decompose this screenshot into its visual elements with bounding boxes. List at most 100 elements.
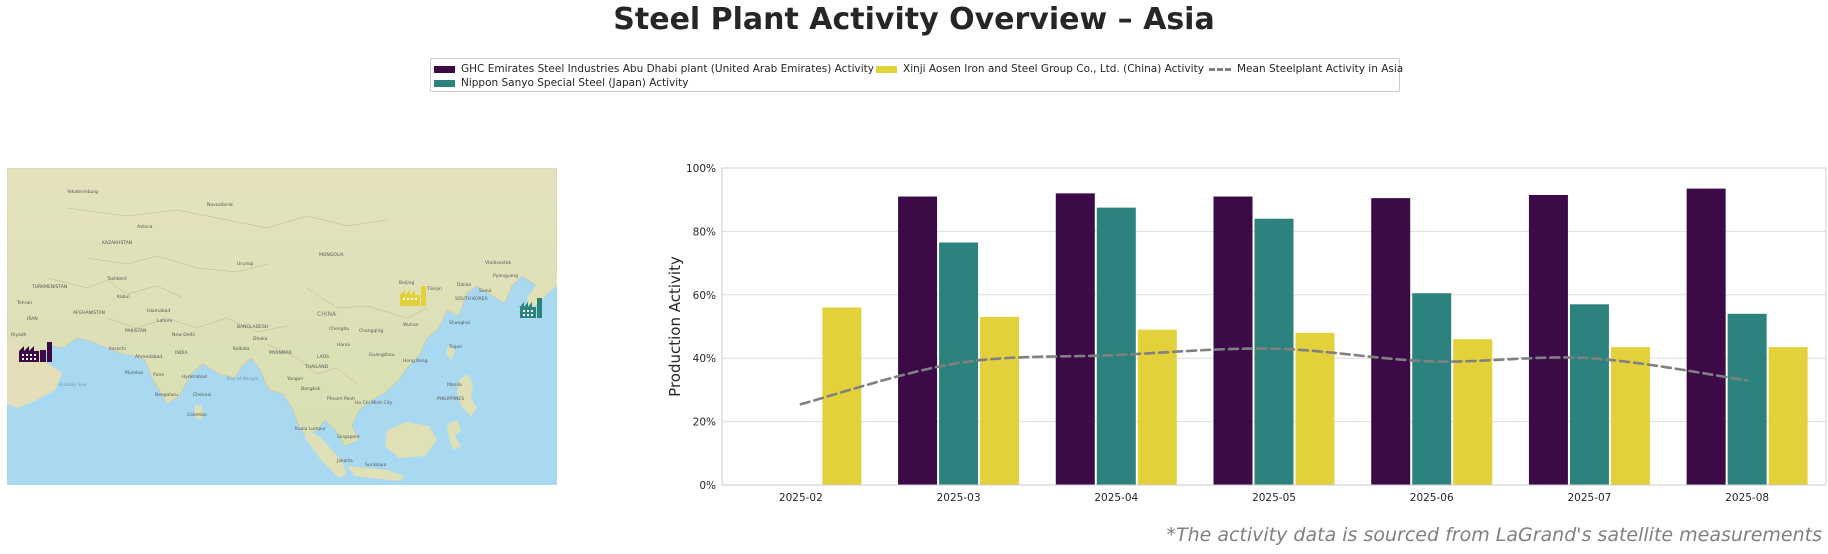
legend-label-xinji: Xinji Aosen Iron and Steel Group Co., Lt… [903, 63, 1204, 75]
factory-icon [400, 286, 426, 306]
axes: 0% 20% 40% 60% 80% 100% 2025-02 2025-03 2025-04 2… [666, 163, 1827, 504]
map-label: Riyadh [11, 332, 27, 338]
map-label: Guangzhou [369, 352, 395, 358]
map-label: TURKMENISTAN [31, 284, 67, 290]
map-label: Phnom Penh [327, 396, 355, 402]
map-label: Kolkata [233, 346, 250, 352]
land-japan [527, 274, 557, 308]
bar [898, 196, 938, 485]
map-label: Mumbai [125, 370, 143, 376]
bar [1412, 293, 1452, 485]
bar [1686, 188, 1726, 486]
map-label: INDIA [175, 350, 188, 356]
map-label: Jakarta [336, 458, 353, 464]
map-label: LAOS [317, 354, 329, 360]
map-label: Tashkent [106, 276, 127, 282]
country-borders [46, 207, 428, 385]
map-label: Shanghai [449, 320, 470, 326]
land-mass [7, 168, 557, 447]
map-label: Colombo [187, 412, 207, 418]
data-source-note: *The activity data is sourced from LaGra… [1166, 524, 1822, 546]
map-label: Wuhan [403, 322, 419, 328]
y-tick-label: 40% [693, 353, 716, 365]
legend-item-mean: Mean Steelplant Activity in Asia [1209, 63, 1403, 75]
land-philippines [457, 374, 477, 416]
map-label: BANGLADESH [237, 324, 268, 330]
x-tick-label: 2025-02 [779, 492, 823, 504]
map-label: Taipei [448, 344, 462, 350]
map-label: Yekaterinburg [66, 189, 98, 195]
map-label: PAKISTAN [125, 328, 146, 334]
map-label: MONGOLIA [319, 252, 345, 258]
x-tick-label: 2025-03 [937, 492, 981, 504]
land-sulawesi [447, 420, 461, 450]
bar [980, 316, 1020, 485]
legend-item-xinji: Xinji Aosen Iron and Steel Group Co., Lt… [876, 63, 1204, 75]
y-tick-label: 100% [686, 163, 716, 175]
map-label: KAZAKHSTAN [102, 240, 132, 246]
legend-label-nippon: Nippon Sanyo Special Steel (Japan) Activ… [461, 77, 689, 89]
x-tick-label: 2025-05 [1252, 492, 1296, 504]
map-label: Ho Chi Minh City [355, 400, 393, 406]
factory-icon [19, 342, 52, 362]
map-label: AFGHANISTAN [73, 310, 105, 316]
bars [822, 188, 1808, 486]
activity-bar-chart: 0% 20% 40% 60% 80% 100% 2025-02 2025-03 2025-04 2… [666, 163, 1827, 504]
map-label: Vladivostok [485, 260, 511, 266]
y-tick-label: 20% [693, 417, 716, 429]
factory-icon [520, 298, 542, 318]
map-label: Bengaluru [155, 392, 178, 398]
map-label: Urumqi [237, 261, 254, 267]
map-label: MYANMAR [269, 350, 292, 356]
legend-swatch-mean [1209, 67, 1231, 71]
map-label: Karachi [109, 346, 126, 352]
y-axis-label: Production Activity [666, 256, 684, 397]
map-label: Hong Kong [403, 358, 428, 364]
bar [1137, 329, 1177, 485]
map-label: Islamabad [147, 308, 170, 314]
map-label: Arabian Sea [59, 382, 86, 388]
map-canvas: Yekaterinburg Novosibirsk Astana KAZAKHS… [7, 168, 557, 485]
legend-item-nippon: Nippon Sanyo Special Steel (Japan) Activ… [434, 77, 688, 89]
map-label: Beijing [399, 280, 414, 286]
map-label: Pyongyang [493, 273, 518, 279]
legend-label-ghc: GHC Emirates Steel Industries Abu Dhabi … [461, 63, 874, 75]
map-label: Manila [447, 382, 462, 388]
land-taiwan [447, 345, 455, 360]
map-label: Bay of Bengal [227, 376, 258, 382]
activity-chart: 0% 20% 40% 60% 80% 100% 2025-02 2025-03 2025-04 2… [640, 160, 1828, 505]
mean-line-layer [799, 347, 1749, 406]
map-label: Chennai [193, 392, 211, 398]
plot-frame [721, 167, 1827, 486]
land-borneo [385, 422, 437, 458]
map-label: Pune [153, 372, 164, 378]
legend-item-ghc: GHC Emirates Steel Industries Abu Dhabi … [434, 63, 874, 75]
map-label: Tehran [16, 300, 32, 306]
mean-activity-line [799, 347, 1749, 406]
map-label: THAILAND [304, 364, 329, 370]
map-label: Singapore [337, 434, 360, 440]
legend-label-mean: Mean Steelplant Activity in Asia [1237, 63, 1404, 75]
map-label: Tianjin [426, 286, 442, 292]
map-label: Chongqing [359, 328, 383, 334]
asia-map: Yekaterinburg Novosibirsk Astana KAZAKHS… [7, 168, 557, 485]
legend-swatch-xinji [876, 65, 897, 73]
bar [1213, 196, 1253, 485]
y-tick-label: 0% [699, 480, 716, 492]
map-label: Dalian [457, 282, 471, 288]
map-label: New Delhi [172, 332, 195, 338]
map-label: SOUTH KOREA [455, 296, 488, 302]
map-label: Chengdu [329, 326, 349, 332]
map-place-labels: Yekaterinburg Novosibirsk Astana KAZAKHS… [11, 189, 532, 468]
x-tick-label: 2025-07 [1567, 492, 1611, 504]
map-label: PHILIPPINES [437, 396, 464, 402]
map-label: Kuala Lumpur [295, 426, 326, 432]
map-label: Astana [137, 224, 153, 230]
x-tick-label: 2025-04 [1094, 492, 1138, 504]
map-label: Hyderabad [182, 374, 207, 380]
legend-swatch-nippon [434, 79, 455, 87]
y-tick-label: 60% [693, 290, 716, 302]
bar [1610, 347, 1650, 485]
land-java [347, 466, 405, 481]
bar [1055, 193, 1095, 486]
